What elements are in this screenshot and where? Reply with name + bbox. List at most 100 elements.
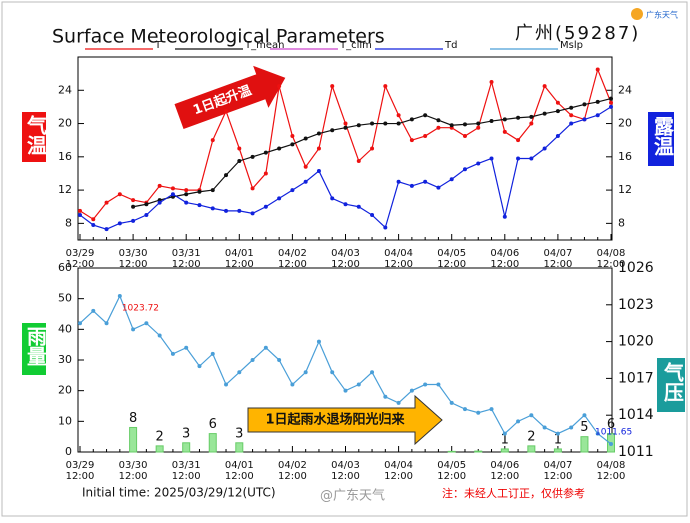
- point-label: 1023.72: [122, 303, 159, 313]
- point: [436, 185, 441, 190]
- point: [224, 382, 229, 387]
- point: [409, 388, 414, 393]
- x-tick-label: 04/08: [597, 248, 626, 259]
- logo: 广东天气: [646, 10, 678, 20]
- point: [197, 364, 202, 369]
- y2-axis-label: 气压: [661, 361, 685, 403]
- point: [250, 211, 255, 216]
- x-tick-label: 03/30: [119, 460, 148, 471]
- watermark: @广东天气: [320, 488, 385, 504]
- point: [595, 431, 600, 436]
- point: [104, 227, 109, 232]
- point: [529, 121, 534, 126]
- point: [237, 146, 242, 151]
- x-tick-label: 03/31: [172, 248, 201, 259]
- x-tick-label: 04/07: [543, 460, 572, 471]
- x-tick-label: 03/31: [172, 460, 201, 471]
- point: [370, 146, 375, 151]
- bar-label: 3: [235, 426, 243, 441]
- point: [476, 161, 481, 166]
- point: [383, 225, 388, 230]
- point: [303, 136, 308, 141]
- point: [383, 394, 388, 399]
- point: [303, 164, 308, 169]
- y2-tick-label: 1020: [618, 334, 654, 350]
- x-tick-label: 04/01: [225, 460, 254, 471]
- ylabel-box: [22, 323, 46, 375]
- arrow: [172, 63, 288, 131]
- point: [555, 134, 560, 139]
- x-tick-label: 04/02: [278, 248, 307, 259]
- point: [516, 138, 521, 143]
- y-tick-label: 8: [65, 216, 72, 229]
- point: [595, 113, 600, 118]
- point: [117, 221, 122, 226]
- y-tick-label: 60: [58, 261, 72, 274]
- point: [370, 213, 375, 218]
- point: [383, 84, 388, 89]
- point: [117, 293, 122, 298]
- point: [131, 198, 136, 203]
- point: [224, 109, 229, 114]
- point: [436, 382, 441, 387]
- bar: [208, 433, 217, 453]
- point: [423, 113, 428, 118]
- legend-label: T_mean: [244, 40, 284, 51]
- point: [436, 118, 441, 123]
- point: [489, 79, 494, 84]
- point: [595, 99, 600, 104]
- point: [356, 158, 361, 163]
- point: [184, 345, 189, 350]
- x-tick-time: 12:00: [278, 259, 307, 270]
- point: [303, 370, 308, 375]
- y2-tick-label: 20: [618, 117, 632, 130]
- x-tick-time: 12:00: [597, 471, 626, 482]
- point: [330, 128, 335, 133]
- point: [303, 179, 308, 184]
- bar: [129, 426, 138, 453]
- bar: [235, 442, 244, 453]
- point: [316, 146, 321, 151]
- point: [582, 413, 587, 418]
- point: [516, 115, 521, 120]
- point: [184, 200, 189, 205]
- point: [117, 192, 122, 197]
- point: [542, 84, 547, 89]
- y2-axis-label: 露温: [651, 116, 675, 156]
- point: [316, 131, 321, 136]
- y2-tick-label: 1017: [618, 370, 654, 386]
- x-tick-label: 03/30: [119, 248, 148, 259]
- point: [277, 358, 282, 362]
- legend-label: Mslp: [560, 40, 583, 51]
- point: [343, 125, 348, 130]
- x-tick-time: 12:00: [543, 471, 572, 482]
- point: [104, 200, 109, 205]
- y-axis-label: 气温: [24, 114, 48, 155]
- point: [144, 321, 149, 326]
- x-tick-label: 04/06: [490, 248, 519, 259]
- point: [476, 410, 481, 415]
- point: [250, 358, 255, 362]
- point: [290, 134, 295, 139]
- x-tick-time: 12:00: [172, 259, 201, 270]
- x-tick-label: 03/29: [66, 248, 95, 259]
- x-tick-time: 12:00: [331, 259, 360, 270]
- legend-label: T: [154, 40, 162, 51]
- point: [569, 105, 574, 110]
- arrow: [247, 394, 443, 446]
- point: [343, 202, 348, 207]
- x-tick-time: 12:00: [172, 471, 201, 482]
- point: [197, 189, 202, 194]
- point: [237, 370, 242, 375]
- point: [78, 213, 82, 218]
- point: [582, 117, 587, 122]
- point: [462, 167, 467, 172]
- point: [263, 345, 268, 350]
- bar-label: 1: [501, 432, 509, 447]
- point: [316, 168, 321, 173]
- x-tick-label: 04/06: [490, 460, 519, 471]
- point: [449, 177, 454, 182]
- point: [462, 134, 467, 139]
- point: [555, 431, 560, 436]
- bar: [553, 448, 562, 453]
